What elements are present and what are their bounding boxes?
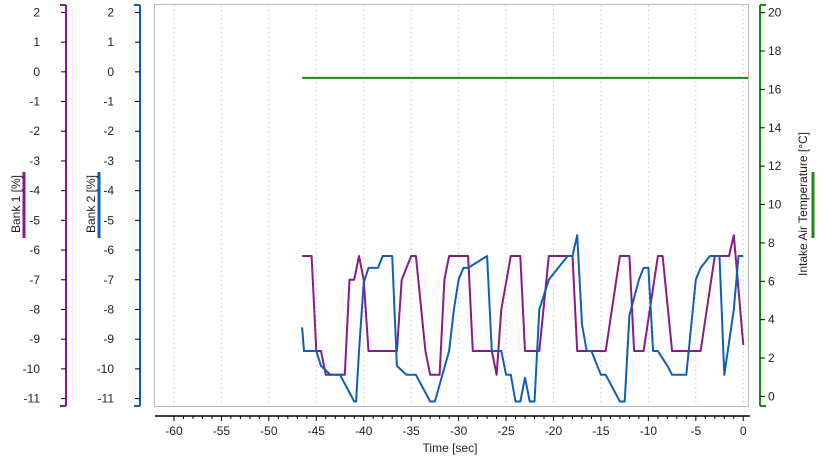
iat-tick-label: 6 — [768, 274, 775, 288]
bank2-series-line — [301, 234, 744, 403]
x-axis: Time [sec] -60 -55 -50 -45 -40 -35 -30 -25 -20 -1… — [155, 415, 750, 455]
bank2-axis: Bank 2 [%] 2 1 0 -1 -2 -3 -4 -5 -6 -7 -8 -9 -10 -11 — [84, 4, 141, 407]
x-tick-label: -30 — [450, 424, 468, 438]
x-tick-label: -10 — [640, 424, 658, 438]
bank1-tick-label: 1 — [33, 35, 40, 49]
bank2-tick-label: -9 — [103, 332, 114, 346]
iat-tick-label: 4 — [768, 313, 775, 327]
iat-tick-label: 16 — [768, 82, 782, 96]
x-tick-label: -15 — [592, 424, 610, 438]
bank1-axis: Bank 1 [%] 2 1 0 -1 -2 -3 -4 -5 -6 -7 -8 -9 -10 -11 — [9, 4, 67, 407]
bank1-tick-label: -9 — [29, 332, 40, 346]
bank2-tick-label: -10 — [97, 362, 115, 376]
x-axis-title: Time [sec] — [423, 441, 478, 455]
bank2-tick-label: -8 — [103, 302, 114, 316]
iat-tick-label: 18 — [768, 44, 782, 58]
bank2-tick-label: 2 — [107, 5, 114, 19]
iat-tick-label: 10 — [768, 198, 782, 212]
iat-tick-label: 8 — [768, 236, 775, 250]
bank2-tick-label: -2 — [103, 124, 114, 138]
x-tick-label: -45 — [308, 424, 326, 438]
x-tick-label: -25 — [497, 424, 515, 438]
bank2-axis-title: Bank 2 [%] — [84, 175, 98, 233]
intake-air-temp-axis-title: Intake Air Temperature [°C] — [796, 132, 810, 276]
bank2-tick-label: -6 — [103, 243, 114, 257]
bank2-tick-label: -11 — [98, 392, 115, 406]
bank2-tick-label: -7 — [103, 273, 114, 287]
bank2-tick-label: 1 — [107, 35, 114, 49]
bank2-tick-label: -4 — [103, 184, 114, 198]
bank1-tick-label: 0 — [33, 65, 40, 79]
iat-tick-label: 12 — [768, 159, 782, 173]
bank1-tick-label: -4 — [29, 184, 40, 198]
bank1-axis-title: Bank 1 [%] — [9, 175, 23, 233]
intake-air-temp-axis: Intake Air Temperature [°C] 201816141210… — [759, 4, 815, 407]
series-layer — [301, 76, 748, 403]
bank1-tick-label: -11 — [24, 392, 41, 406]
iat-tick-label: 14 — [768, 121, 782, 135]
bank1-tick-label: -1 — [29, 95, 40, 109]
bank1-tick-label: -6 — [29, 243, 40, 257]
bank1-tick-label: -7 — [29, 273, 40, 287]
bank1-tick-label: -5 — [29, 213, 40, 227]
bank1-series-line — [302, 234, 745, 376]
bank2-tick-label: -5 — [103, 213, 114, 227]
x-tick-label: -50 — [260, 424, 278, 438]
bank2-tick-label: 0 — [107, 65, 114, 79]
bank1-tick-label: -3 — [29, 154, 40, 168]
x-tick-label: 0 — [740, 424, 747, 438]
x-tick-label: -40 — [355, 424, 373, 438]
bank2-tick-label: -3 — [103, 154, 114, 168]
bank1-tick-label: -2 — [29, 124, 40, 138]
grid-lines — [173, 5, 744, 406]
bank1-tick-label: -8 — [29, 302, 40, 316]
x-tick-label: -55 — [213, 424, 231, 438]
bank1-tick-label: -10 — [23, 362, 41, 376]
bank1-tick-label: 2 — [33, 5, 40, 19]
iat-tick-label: 2 — [768, 351, 775, 365]
bank2-tick-label: -1 — [103, 95, 114, 109]
x-tick-label: -60 — [165, 424, 183, 438]
x-tick-label: -20 — [545, 424, 563, 438]
x-tick-label: -5 — [690, 424, 701, 438]
plot-area — [154, 4, 749, 407]
iat-tick-label: 0 — [768, 389, 775, 403]
iat-tick-label: 20 — [768, 6, 782, 20]
x-tick-label: -35 — [403, 424, 421, 438]
